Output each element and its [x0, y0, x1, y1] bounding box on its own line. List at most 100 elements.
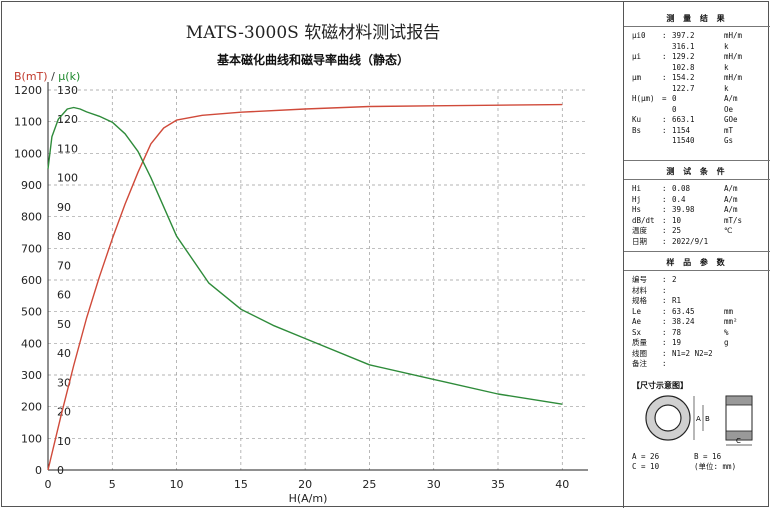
- chart-panel: MATS-3000S 软磁材料测试报告 基本磁化曲线和磁导率曲线（静态） B(m…: [2, 2, 624, 508]
- param-name: 编号: [632, 275, 647, 284]
- param-value: 129.2: [672, 52, 695, 61]
- table-row: Ae:38.24 mm²: [632, 317, 766, 328]
- dimension-values: A = 26 B = 16 C = 10 (单位: mm): [632, 452, 766, 472]
- param-name: 材料: [632, 285, 647, 295]
- param-unit: mT/s: [724, 215, 743, 225]
- table-row: Le:63.45 mm: [632, 307, 766, 318]
- x-tick-label: 5: [109, 478, 116, 491]
- param-value: 10: [672, 215, 682, 225]
- results-table: μi0:397.2 mH/m 316.1 k μi:129.2 mH/m 102.8 k μm:…: [632, 31, 766, 147]
- param-name: Ae: [632, 317, 642, 326]
- y-right-tick-label: 120: [57, 113, 78, 126]
- dim-c: C = 10: [632, 462, 660, 471]
- y-right-tick-label: 110: [57, 142, 78, 155]
- table-row: 316.1 k: [632, 42, 766, 53]
- x-tick-label: 35: [491, 478, 505, 491]
- table-row: 规格: R1: [632, 296, 766, 307]
- param-name: Ku: [632, 115, 642, 124]
- param-name: [632, 42, 662, 53]
- param-name: μi: [632, 52, 642, 61]
- table-row: 备注:: [632, 359, 766, 370]
- table-row: 线圈: N1=2 N2=2: [632, 349, 766, 360]
- param-unit: mH/m: [724, 52, 743, 61]
- y-left-tick-label: 400: [21, 337, 42, 350]
- x-tick-label: 30: [427, 478, 441, 491]
- param-name: μm: [632, 73, 642, 82]
- dim-label-a: A: [696, 415, 701, 423]
- param-unit: mT: [724, 125, 734, 135]
- dim-b: B = 16: [694, 452, 722, 461]
- results-heading: 测 量 结 果: [666, 14, 728, 23]
- param-unit: [724, 349, 764, 360]
- param-unit: [724, 275, 764, 286]
- param-unit: Gs: [724, 136, 734, 145]
- param-value: 39.98: [672, 205, 695, 214]
- y-right-tick-label: 60: [57, 289, 71, 302]
- x-tick-label: 25: [362, 478, 376, 491]
- param-unit: mH/m: [724, 31, 743, 40]
- separator: :: [662, 125, 667, 135]
- separator: [662, 42, 672, 53]
- table-row: Ku:663.1 GOe: [632, 115, 766, 126]
- y-left-tick-label: 1000: [14, 147, 42, 160]
- param-name: [632, 63, 662, 74]
- param-value: R1: [672, 296, 682, 305]
- separator: [662, 63, 672, 74]
- separator: :: [662, 115, 667, 124]
- separator: =: [662, 94, 667, 103]
- separator: [662, 84, 672, 95]
- param-name: 备注: [632, 359, 647, 368]
- param-unit: A/m: [724, 205, 738, 214]
- table-row: 编号:2: [632, 275, 766, 286]
- y-right-tick-label: 30: [57, 376, 71, 389]
- divider: [624, 160, 770, 161]
- param-unit: k: [724, 41, 729, 51]
- y-right-tick-label: 70: [57, 259, 71, 272]
- y-left-tick-label: 100: [21, 432, 42, 445]
- param-value: 78: [672, 327, 682, 337]
- separator: :: [662, 194, 667, 204]
- chart-subtitle: 基本磁化曲线和磁导率曲线（静态）: [216, 53, 409, 67]
- param-name: 规格: [632, 296, 647, 305]
- chart-plot: 0100200300400500600700800900100011001200…: [14, 82, 588, 505]
- param-value: 397.2: [672, 31, 695, 40]
- param-value: 2: [672, 275, 677, 284]
- x-tick-label: 10: [170, 478, 184, 491]
- dim-a: A = 26: [632, 452, 660, 461]
- separator: [662, 136, 672, 147]
- param-value: 38.24: [672, 317, 695, 326]
- param-name: 质量: [632, 338, 647, 347]
- ring-body: [646, 396, 690, 440]
- y-left-tick-label: 500: [21, 306, 42, 319]
- divider: [624, 179, 770, 180]
- separator: :: [662, 184, 667, 193]
- table-row: 102.8 k: [632, 63, 766, 74]
- param-name: μi0: [632, 31, 646, 40]
- separator: :: [662, 338, 667, 347]
- separator: :: [662, 285, 667, 295]
- y-left-tick-label: 300: [21, 369, 42, 382]
- table-row: H(μm) = 0 A/m: [632, 94, 766, 105]
- table-row: dB/dt:10 mT/s: [632, 216, 766, 227]
- x-tick-label: 15: [234, 478, 248, 491]
- y-left-tick-label: 0: [35, 464, 42, 477]
- param-unit: %: [724, 327, 729, 337]
- y-left-axis-title: B(mT): [14, 70, 48, 83]
- separator: :: [662, 306, 667, 316]
- conditions-heading: 测 试 条 件: [666, 167, 728, 176]
- table-row: 温度:25 ℃: [632, 226, 766, 237]
- param-unit: [724, 286, 764, 297]
- table-row: 材料:: [632, 286, 766, 297]
- table-row: 0 Oe: [632, 105, 766, 116]
- param-value: 11540: [672, 136, 695, 145]
- param-name: Sx: [632, 327, 642, 337]
- param-name: 日期: [632, 236, 647, 246]
- section-top: [725, 395, 753, 406]
- report-title: MATS-3000S 软磁材料测试报告: [185, 23, 441, 43]
- param-value: 25: [672, 226, 682, 235]
- divider: [624, 26, 770, 27]
- param-unit: A/m: [724, 194, 738, 204]
- param-unit: mm²: [724, 317, 738, 326]
- table-row: 11540 Gs: [632, 136, 766, 147]
